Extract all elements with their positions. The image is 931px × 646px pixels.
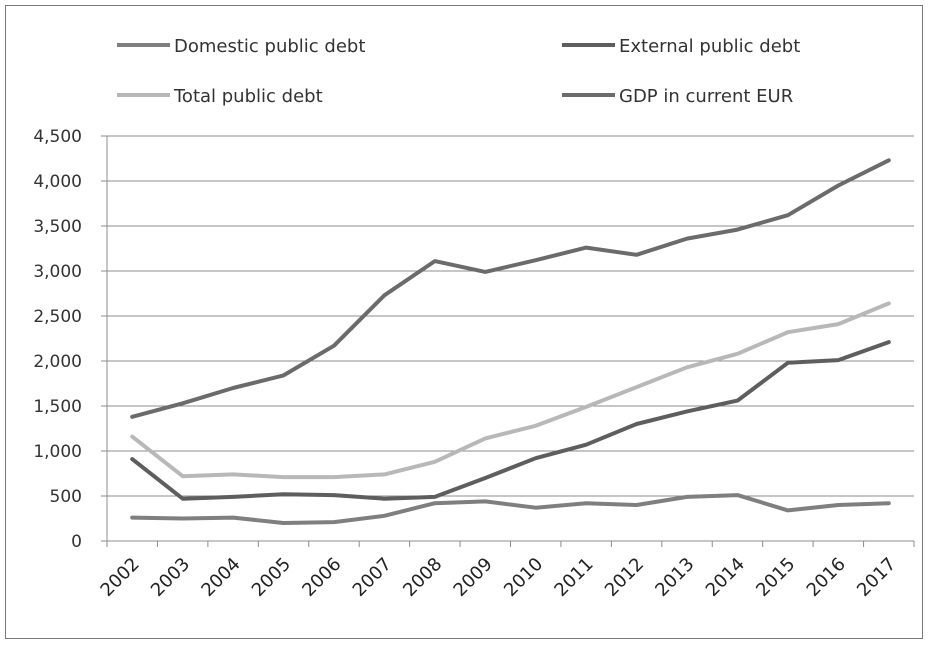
- y-tick-label: 1,500: [33, 397, 82, 417]
- x-tick-label-2012: 2012: [601, 554, 648, 601]
- x-tick-label-2006: 2006: [298, 554, 345, 601]
- series-line-external-public-debt: [130, 340, 891, 501]
- x-tick-label-2003: 2003: [147, 554, 194, 601]
- x-tick-label-2017: 2017: [853, 554, 900, 601]
- chart-frame: [5, 5, 923, 639]
- x-axis-tick-labels: 2002 2003 2004 2005 2006 2007 2008 2009 2010 2011…: [97, 554, 901, 601]
- y-tick-label: 2,500: [33, 307, 82, 327]
- series-lines: [130, 158, 891, 525]
- series-line-domestic-public-debt: [130, 493, 891, 525]
- legend-label-total-public-debt: Total public debt: [173, 86, 323, 107]
- series-line-total-public-debt: [130, 301, 891, 480]
- gridlines: [107, 135, 914, 497]
- y-tick-label: 3,500: [33, 217, 82, 237]
- legend-label-external-public-debt: External public debt: [619, 36, 800, 57]
- x-tick-label-2016: 2016: [803, 554, 850, 601]
- x-tick-label-2010: 2010: [500, 554, 547, 601]
- series-line-gdp-in-current-eur: [130, 158, 891, 419]
- x-tick-label-2009: 2009: [450, 554, 497, 601]
- y-tick-label: 0: [71, 532, 82, 552]
- y-tick-label: 4,500: [33, 127, 82, 147]
- x-tick-label-2004: 2004: [197, 554, 244, 601]
- x-tick-label-2013: 2013: [651, 554, 698, 601]
- y-axis-tick-labels: 0 500 1,000 1,500 2,000 2,500 3,000 3,500 4,000 4…: [33, 127, 82, 552]
- legend: Domestic public debt External public deb…: [117, 36, 800, 107]
- x-tick-label-2014: 2014: [702, 554, 749, 601]
- y-tick-label: 4,000: [33, 172, 82, 192]
- x-tick-label-2005: 2005: [248, 554, 295, 601]
- legend-label-gdp-in-current-eur: GDP in current EUR: [619, 86, 793, 107]
- x-tick-label-2002: 2002: [97, 554, 144, 601]
- x-tick-label-2007: 2007: [349, 554, 396, 601]
- y-tick-label: 3,000: [33, 262, 82, 282]
- axes: [101, 135, 915, 547]
- y-tick-label: 2,000: [33, 352, 82, 372]
- y-tick-label: 1,000: [33, 442, 82, 462]
- x-tick-label-2011: 2011: [550, 554, 597, 601]
- x-tick-label-2008: 2008: [399, 554, 446, 601]
- y-tick-label: 500: [50, 487, 82, 507]
- x-tick-label-2015: 2015: [752, 554, 799, 601]
- legend-label-domestic-public-debt: Domestic public debt: [174, 36, 365, 57]
